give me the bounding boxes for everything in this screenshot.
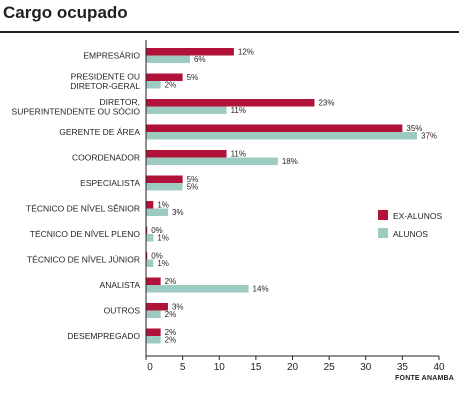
value-label-alunos: 5% xyxy=(187,183,199,192)
value-label-ex-alunos: 12% xyxy=(238,48,254,57)
category-label: SUPERINTENDENTE OU SÓCIO xyxy=(12,106,141,116)
category-label: TÉCNICO DE NÍVEL JÚNIOR xyxy=(27,255,140,265)
category-label: TÉCNICO DE NÍVEL SÊNIOR xyxy=(26,204,140,214)
bar-ex-alunos xyxy=(146,303,168,311)
chart-title: Cargo ocupado xyxy=(3,3,128,22)
value-label-alunos: 18% xyxy=(282,157,298,166)
bar-alunos xyxy=(146,285,249,293)
bar-alunos xyxy=(146,132,418,140)
category-label: DIRETOR-GERAL xyxy=(70,81,140,91)
category-label: ESPECIALISTA xyxy=(80,178,140,188)
category-label: OUTROS xyxy=(104,306,141,316)
bar-ex-alunos xyxy=(146,124,403,132)
value-label-ex-alunos: 2% xyxy=(165,277,177,286)
bar-alunos xyxy=(146,208,168,216)
value-label-ex-alunos: 23% xyxy=(318,99,334,108)
value-label-alunos: 3% xyxy=(172,208,184,217)
category-label: DESEMPREGADO xyxy=(67,331,140,341)
category-label: PRESIDENTE OU xyxy=(71,71,140,81)
bar-ex-alunos xyxy=(146,252,148,260)
source-note: FONTE ANAMBA xyxy=(395,375,454,382)
value-label-alunos: 37% xyxy=(421,132,437,141)
bar-alunos xyxy=(146,336,161,344)
bar-alunos xyxy=(146,310,161,318)
bar-alunos xyxy=(146,234,154,242)
bar-alunos xyxy=(146,157,278,165)
value-label-alunos: 14% xyxy=(253,285,269,294)
value-label-ex-alunos: 5% xyxy=(187,175,199,184)
title-rule xyxy=(0,31,459,33)
bar-ex-alunos xyxy=(146,48,234,56)
value-label-alunos: 1% xyxy=(157,259,169,268)
bar-ex-alunos xyxy=(146,277,161,285)
x-tick-label: 30 xyxy=(360,362,372,373)
value-label-alunos: 11% xyxy=(231,106,246,115)
bar-ex-alunos xyxy=(146,226,148,234)
value-label-ex-alunos: 2% xyxy=(165,328,177,337)
value-label-ex-alunos: 0% xyxy=(151,252,163,261)
x-tick-label: 15 xyxy=(250,362,262,373)
category-label: EMPRESÁRIO xyxy=(83,51,140,61)
legend-swatch-ex-alunos xyxy=(378,210,388,220)
value-label-alunos: 6% xyxy=(194,55,206,64)
value-label-alunos: 1% xyxy=(157,234,169,243)
value-label-alunos: 2% xyxy=(165,310,177,319)
x-tick-label: 5 xyxy=(180,362,186,373)
value-label-ex-alunos: 3% xyxy=(172,303,184,312)
value-label-ex-alunos: 0% xyxy=(151,226,163,235)
category-label: DIRETOR, xyxy=(100,97,140,107)
x-tick-label: 40 xyxy=(433,362,445,373)
x-tick-label: 0 xyxy=(147,362,153,373)
category-label: ANALISTA xyxy=(100,280,141,290)
value-label-ex-alunos: 1% xyxy=(157,201,169,210)
x-tick-label: 20 xyxy=(287,362,299,373)
x-tick-label: 35 xyxy=(397,362,409,373)
category-label: COORDENADOR xyxy=(72,153,140,163)
bar-ex-alunos xyxy=(146,99,315,107)
x-tick-label: 10 xyxy=(214,362,226,373)
bar-alunos xyxy=(146,183,183,191)
bar-ex-alunos xyxy=(146,328,161,336)
x-tick-label: 25 xyxy=(324,362,336,373)
category-label: TÉCNICO DE NÍVEL PLENO xyxy=(30,229,141,239)
value-label-alunos: 2% xyxy=(165,81,177,90)
bar-ex-alunos xyxy=(146,73,183,81)
category-label: GERENTE DE ÁREA xyxy=(59,127,140,137)
bar-alunos xyxy=(146,55,190,63)
bar-alunos xyxy=(146,81,161,89)
value-label-alunos: 2% xyxy=(165,336,177,345)
value-label-ex-alunos: 11% xyxy=(231,150,246,159)
legend-label-ex-alunos: EX-ALUNOS xyxy=(393,211,442,221)
bar-ex-alunos xyxy=(146,175,183,183)
bar-alunos xyxy=(146,259,154,267)
bar-alunos xyxy=(146,106,227,114)
value-label-ex-alunos: 5% xyxy=(187,73,199,82)
bar-ex-alunos xyxy=(146,150,227,158)
legend-label-alunos: ALUNOS xyxy=(393,229,428,239)
bar-ex-alunos xyxy=(146,201,154,209)
value-label-ex-alunos: 35% xyxy=(406,124,422,133)
legend-swatch-alunos xyxy=(378,228,388,238)
